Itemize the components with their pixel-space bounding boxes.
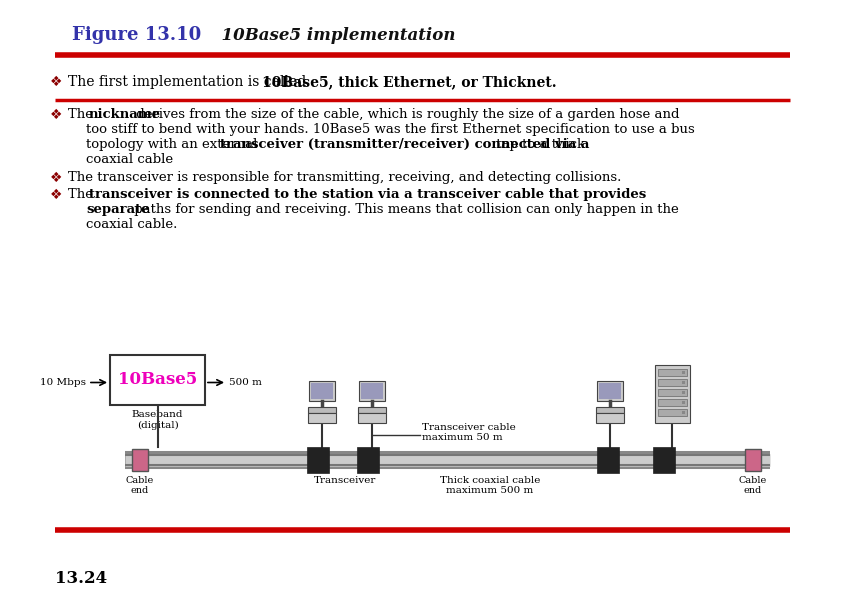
Bar (654, 365, 690, 423)
Bar (658, 399, 686, 406)
Text: ❖: ❖ (50, 75, 62, 89)
Bar (681, 381, 685, 384)
Bar (359, 381, 385, 401)
Bar (307, 447, 329, 473)
Text: 10Base5, thick Ethernet, or Thicknet.: 10Base5, thick Ethernet, or Thicknet. (262, 75, 557, 89)
Bar (681, 411, 685, 414)
Text: Cable
end: Cable end (739, 476, 767, 495)
Bar (745, 449, 761, 471)
Text: 10 Mbps: 10 Mbps (40, 378, 86, 387)
Text: ❖: ❖ (50, 171, 62, 185)
Text: Baseband
(digital): Baseband (digital) (131, 410, 184, 430)
Text: 500 m: 500 m (229, 378, 262, 387)
Text: The first implementation is called: The first implementation is called (68, 75, 311, 89)
Bar (681, 391, 685, 394)
Bar (658, 389, 686, 396)
Text: Figure 13.10: Figure 13.10 (72, 26, 201, 44)
Text: Transceiver cable
maximum 50 m: Transceiver cable maximum 50 m (422, 423, 516, 442)
Bar (308, 413, 336, 423)
Text: paths for sending and receiving. This means that collision can only happen in th: paths for sending and receiving. This me… (130, 203, 679, 216)
Bar (311, 383, 333, 399)
Text: 10Base5 implementation: 10Base5 implementation (210, 26, 456, 44)
Bar (658, 379, 686, 386)
Text: transceiver is connected to the station via a transceiver cable that provides: transceiver is connected to the station … (88, 188, 646, 201)
Text: Transceiver: Transceiver (314, 476, 376, 485)
Text: Cable
end: Cable end (125, 476, 154, 495)
Text: too stiff to bend with your hands. 10Base5 was the first Ethernet specification : too stiff to bend with your hands. 10Bas… (86, 123, 695, 136)
Bar (653, 447, 675, 473)
Text: The: The (68, 188, 97, 201)
Text: topology with an external: topology with an external (86, 138, 262, 151)
Text: separate: separate (86, 203, 150, 216)
Text: The transceiver is responsible for transmitting, receiving, and detecting collis: The transceiver is responsible for trans… (68, 171, 621, 184)
Bar (357, 447, 379, 473)
Bar (361, 383, 383, 399)
Text: 10Base5: 10Base5 (118, 371, 197, 389)
Bar (358, 413, 386, 423)
Text: coaxial cable: coaxial cable (86, 153, 173, 166)
Bar (599, 383, 621, 399)
Bar (132, 449, 148, 471)
Text: coaxial cable.: coaxial cable. (86, 218, 178, 231)
Text: The: The (68, 108, 97, 121)
Bar (358, 407, 386, 413)
Bar (309, 381, 335, 401)
Bar (658, 369, 686, 376)
Text: derives from the size of the cable, which is roughly the size of a garden hose a: derives from the size of the cable, whic… (132, 108, 679, 121)
Bar (681, 401, 685, 404)
Bar (308, 407, 336, 413)
Text: transceiver (transmitter/receiver) connected via a: transceiver (transmitter/receiver) conne… (220, 138, 589, 151)
Bar (658, 409, 686, 416)
Bar (597, 447, 619, 473)
Text: ❖: ❖ (50, 188, 62, 202)
Bar (597, 381, 623, 401)
Text: 13.24: 13.24 (55, 570, 107, 587)
Bar (110, 355, 205, 405)
Text: Thick coaxial cable
maximum 500 m: Thick coaxial cable maximum 500 m (440, 476, 541, 495)
Bar (681, 371, 685, 374)
Text: ❖: ❖ (50, 108, 62, 122)
Bar (596, 413, 624, 423)
Text: tap to a thick: tap to a thick (493, 138, 585, 151)
Bar (596, 407, 624, 413)
Text: nickname: nickname (88, 108, 161, 121)
